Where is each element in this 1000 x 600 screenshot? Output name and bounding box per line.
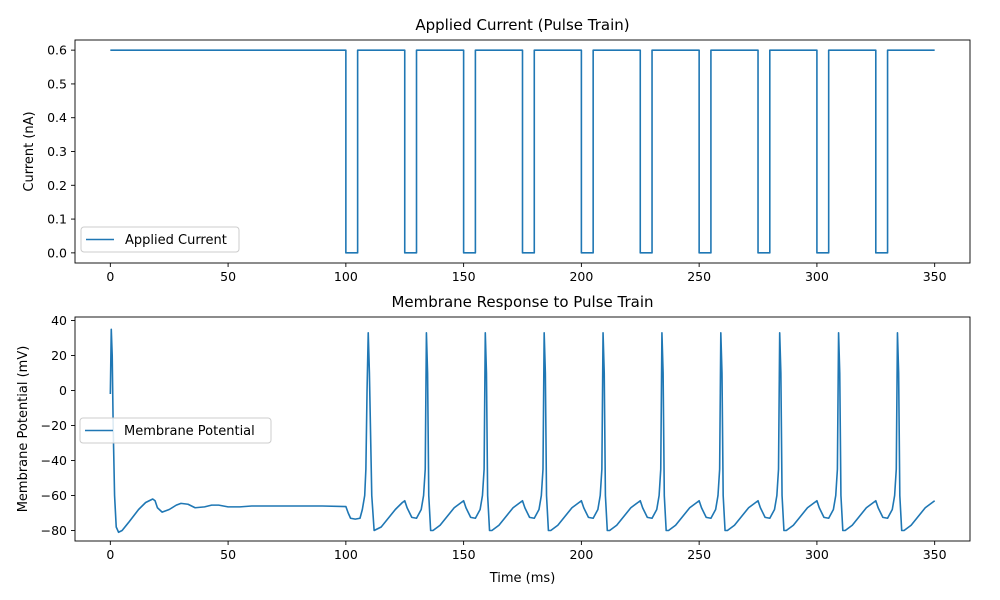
current-x-tick-label: 0 [106,269,114,284]
membrane-y-tick-label: 20 [51,348,67,363]
current-legend-label: Applied Current [125,233,227,248]
current-y-tick-label: 0.1 [47,212,67,227]
current-x-tick-label: 200 [569,269,593,284]
current-y-tick-label: 0.6 [47,43,67,58]
current-y-tick-label: 0.3 [47,144,67,159]
membrane-y-tick-label: −60 [41,488,67,503]
membrane-x-tick-label: 200 [569,547,593,562]
membrane-y-tick-label: −40 [41,453,67,468]
membrane-y-tick-label: −80 [41,523,67,538]
membrane-y-tick-label: −20 [41,418,67,433]
membrane-x-axis-label: Time (ms) [489,571,556,586]
current-y-axis-label: Current (nA) [22,111,37,191]
membrane-x-tick-label: 0 [106,547,114,562]
current-y-tick-label: 0.5 [47,76,67,91]
membrane-x-tick-label: 150 [452,547,476,562]
current-x-tick-label: 250 [687,269,711,284]
membrane-axes-frame [74,316,971,542]
membrane-panel: Membrane Response to Pulse Train 0 50 100 15… [16,293,971,586]
current-y-tick-label: 0.2 [47,178,67,193]
membrane-chart-title: Membrane Response to Pulse Train [391,293,653,311]
current-x-tick-label: 100 [334,269,358,284]
current-legend-box [80,226,240,253]
membrane-x-tick-label: 250 [687,547,711,562]
current-x-tick-label: 300 [805,269,829,284]
membrane-y-tick-label: 40 [51,313,67,328]
current-chart-title: Applied Current (Pulse Train) [415,16,629,34]
membrane-legend-box [79,417,272,444]
membrane-series-line [109,328,936,534]
current-y-tick-label: 0.0 [47,245,67,260]
current-x-tick-label: 50 [220,269,236,284]
membrane-x-tick-label: 350 [923,547,947,562]
current-x-tick-label: 350 [923,269,947,284]
current-panel: Applied Current (Pulse Train) 0 50 100 150 20… [22,16,971,284]
membrane-x-tick-label: 300 [805,547,829,562]
current-x-tick-label: 150 [452,269,476,284]
current-y-tick-label: 0.4 [47,110,67,125]
current-series-line [110,49,935,254]
membrane-y-axis-label: Membrane Potential (mV) [16,346,31,513]
membrane-legend-label: Membrane Potential [124,424,255,439]
membrane-x-tick-label: 50 [220,547,236,562]
current-legend: Applied Current [80,226,240,253]
membrane-x-tick-label: 100 [334,547,358,562]
membrane-legend: Membrane Potential [79,417,272,444]
membrane-y-tick-label: 0 [59,383,67,398]
